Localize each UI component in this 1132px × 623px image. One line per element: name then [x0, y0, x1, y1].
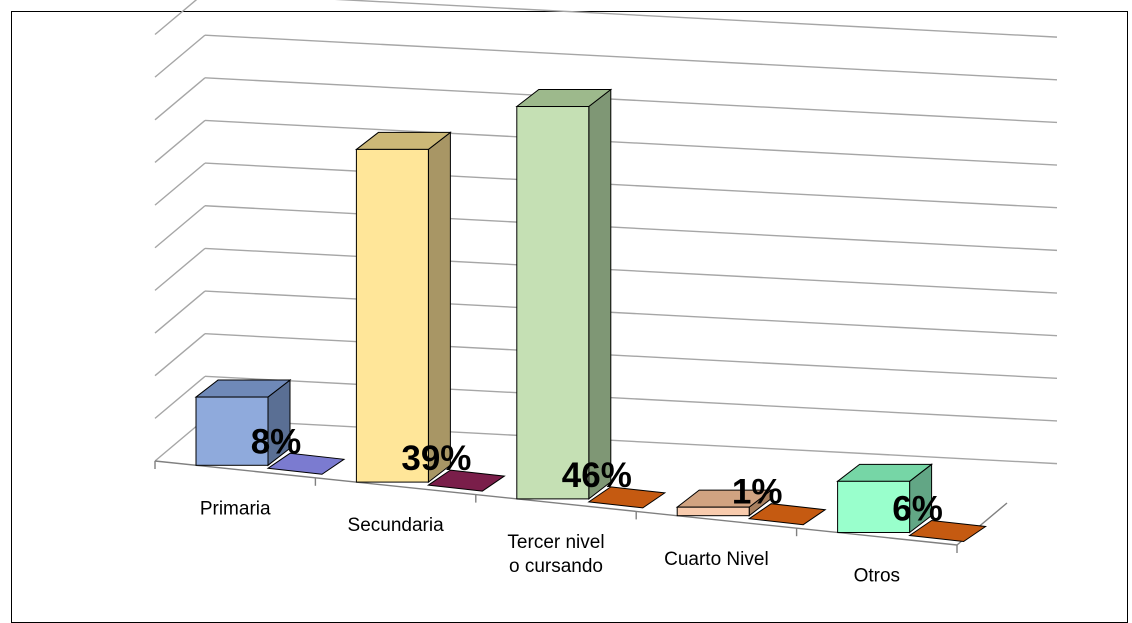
bar-front-face	[516, 106, 590, 500]
data-label: 39%	[401, 439, 471, 478]
gridline-back	[204, 247, 1058, 294]
labels: 8% Primaria 39% Secundaria 46% Tercer nivel o …	[200, 422, 943, 586]
gridline-back	[204, 162, 1058, 209]
gridline-back	[204, 205, 1058, 252]
gridline-wall	[154, 375, 206, 419]
gridline-back	[204, 34, 1058, 81]
category-label: Cuarto Nivel	[664, 549, 769, 570]
gridline-back	[204, 418, 1058, 465]
bar-shadow	[747, 503, 827, 526]
gridline-back	[204, 375, 1058, 422]
gridline-wall	[154, 34, 206, 78]
bar-shadow	[587, 486, 667, 509]
gridline-wall	[154, 290, 206, 334]
bar-side-face	[427, 131, 451, 484]
gridline-wall	[154, 0, 198, 36]
bar-shadow	[908, 519, 987, 543]
category-label: Primaria	[200, 498, 271, 519]
category-label: Tercer nivel o cursando	[507, 532, 604, 577]
bar-4	[675, 489, 827, 526]
data-label: 46%	[562, 456, 632, 495]
bar-shadow	[427, 469, 506, 492]
bar-shadow	[266, 452, 346, 475]
data-label: 8%	[251, 422, 302, 461]
bar-front-face	[195, 396, 269, 466]
data-label: 1%	[732, 473, 783, 512]
gridline-wall	[154, 247, 206, 291]
bar-side-face	[588, 88, 612, 500]
gridline-wall	[154, 205, 206, 249]
gridline-back	[334, 0, 1058, 38]
gridline-wall	[154, 333, 206, 377]
gridline-wall	[154, 162, 206, 206]
bar-5	[836, 463, 987, 543]
gridline-back	[204, 333, 1058, 380]
gridline-wall	[154, 77, 206, 121]
category-label: Otros	[854, 566, 900, 587]
bar-front-face	[355, 148, 429, 483]
data-label: 6%	[892, 489, 943, 528]
bar-1	[194, 379, 346, 475]
gridline-back	[204, 119, 1058, 166]
bar-front-face	[676, 506, 750, 517]
gridlines	[154, 0, 1058, 465]
bar-3	[515, 88, 667, 509]
bar-2	[354, 131, 506, 492]
gridline-back	[204, 290, 1058, 337]
category-label: Secundaria	[348, 515, 445, 536]
floor-front-edge	[154, 460, 958, 546]
bar-front-face	[837, 480, 911, 533]
gridline-wall	[154, 119, 206, 163]
gridline-back	[204, 77, 1058, 124]
bars	[194, 88, 987, 543]
